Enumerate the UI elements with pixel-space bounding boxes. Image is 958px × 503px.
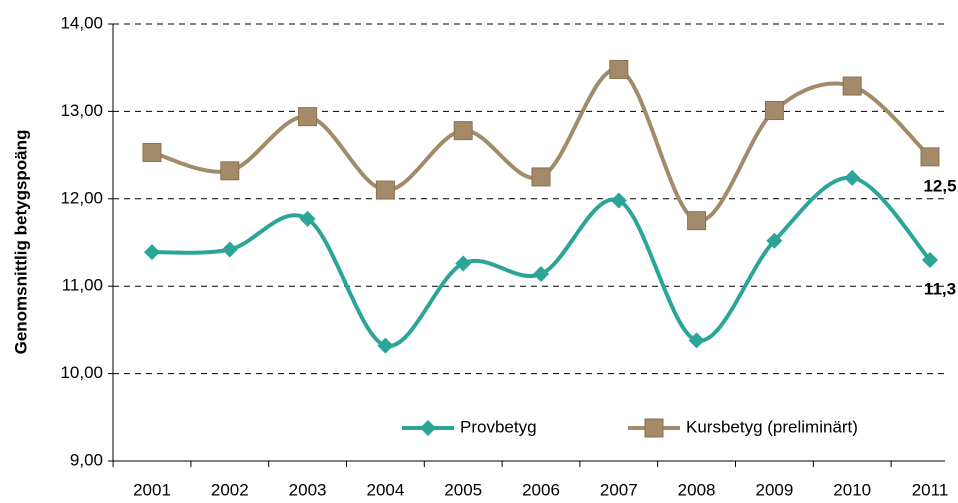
point [842, 76, 862, 96]
x-tick-label: 2006 [522, 480, 560, 499]
point [377, 337, 394, 354]
x-tick-label: 2003 [289, 480, 327, 499]
data-label: 11,3 [924, 279, 956, 298]
legend-label: Kursbetyg (preliminärt) [686, 417, 858, 436]
y-tick-label: 12,00 [60, 188, 103, 207]
point [920, 147, 940, 167]
point [298, 107, 318, 127]
y-tick-label: 13,00 [60, 101, 103, 120]
legend-marker [420, 420, 436, 436]
legend-label: Provbetyg [460, 417, 537, 436]
y-tick-label: 10,00 [60, 363, 103, 382]
point [453, 121, 473, 141]
point [922, 251, 938, 268]
point [687, 211, 707, 231]
point [142, 142, 162, 162]
point [844, 169, 861, 186]
point [220, 161, 240, 181]
x-tick-label: 2010 [833, 480, 871, 499]
point [531, 167, 551, 187]
point [144, 244, 160, 261]
point [375, 180, 395, 200]
legend-marker [644, 418, 664, 438]
y-tick-label: 14,00 [60, 13, 103, 32]
x-tick-label: 2004 [366, 480, 404, 499]
x-tick-label: 2008 [678, 480, 716, 499]
x-tick-label: 2009 [755, 480, 793, 499]
point [688, 332, 705, 349]
x-tick-label: 2002 [211, 480, 249, 499]
x-tick-label: 2001 [133, 480, 171, 499]
point [221, 241, 238, 258]
x-tick-label: 2011 [912, 480, 949, 499]
point [609, 59, 629, 79]
point [299, 210, 316, 227]
point [455, 255, 472, 272]
y-tick-label: 11,00 [62, 276, 103, 295]
y-tick-label: 9,00 [70, 450, 103, 469]
point [766, 232, 783, 249]
point [610, 192, 627, 209]
x-tick-label: 2007 [600, 480, 638, 499]
y-axis-label: Genomsnittlig betygspoäng [11, 130, 30, 355]
point [533, 265, 549, 282]
x-tick-label: 2005 [444, 480, 482, 499]
point [764, 101, 784, 121]
data-label: 12,5 [923, 176, 956, 195]
series-line [151, 175, 932, 348]
